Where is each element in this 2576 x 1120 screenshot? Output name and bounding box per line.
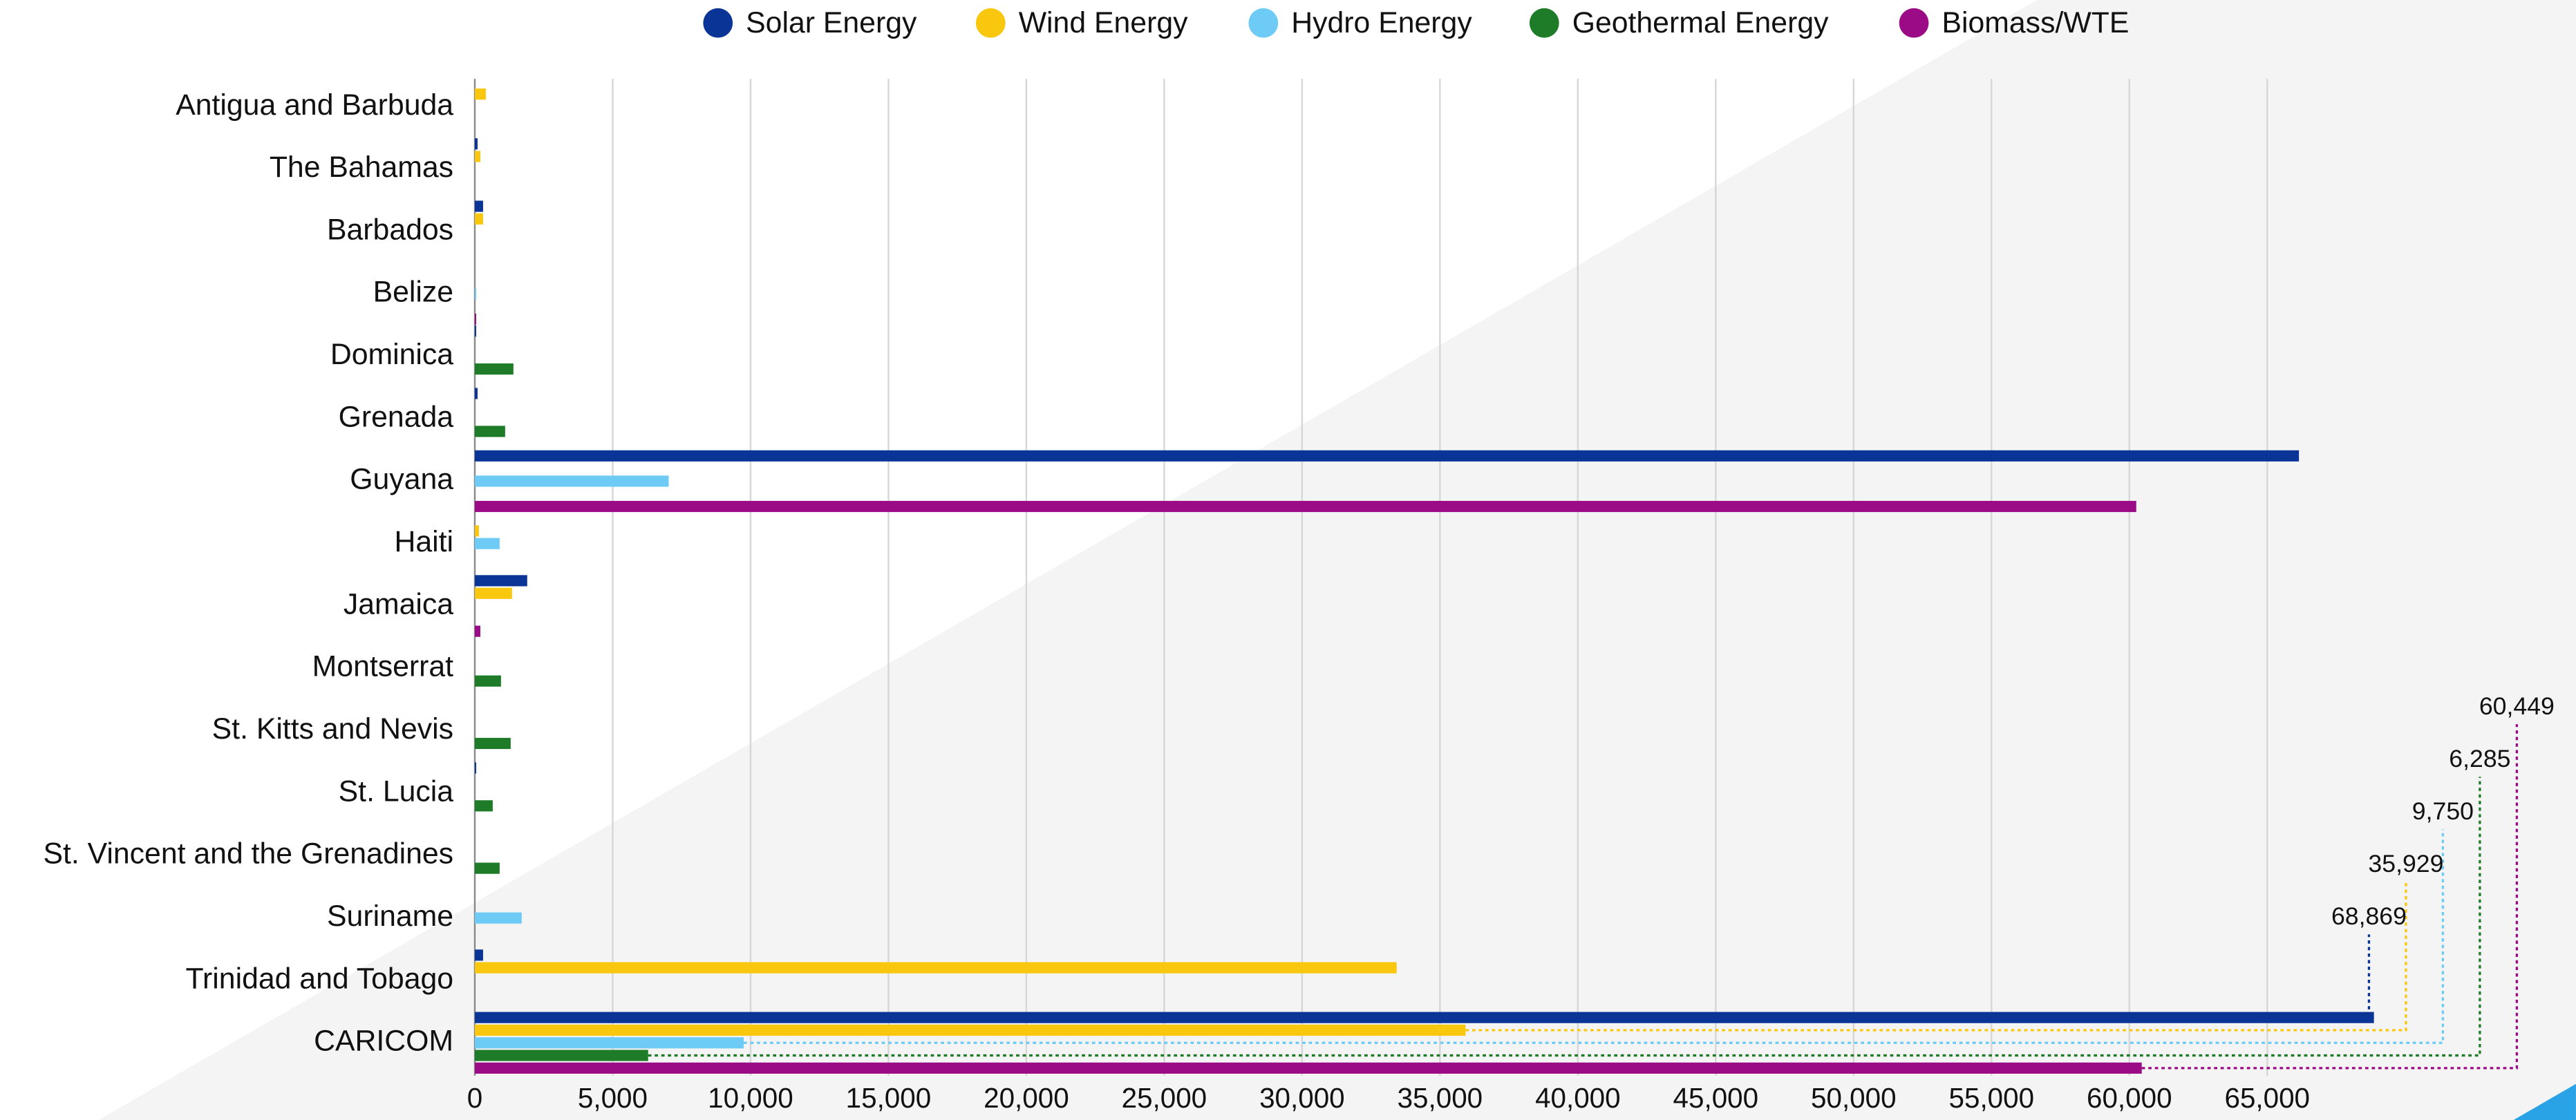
bar [474,388,478,399]
value-label: 60,449 [2479,692,2555,720]
bar [474,625,480,637]
category-label: St. Kitts and Nevis [212,712,453,746]
value-label-connector [2141,724,2519,1070]
value-label: 35,929 [2368,850,2443,877]
legend-marker [975,8,1006,38]
category-label: The Bahamas [270,151,453,184]
legend-label: Geothermal Energy [1572,6,1829,39]
x-tick-label: 60,000 [2087,1082,2172,1114]
bar [474,313,476,325]
bar [474,1037,744,1049]
bar [474,138,478,150]
x-tick-label: 15,000 [846,1082,932,1114]
value-label-connector [2367,934,2374,1019]
category-label: Guyana [350,463,453,496]
category-label: Belize [373,276,453,309]
bar [474,538,500,549]
bar [474,363,514,375]
x-tick-label: 30,000 [1259,1082,1345,1114]
value-label: 6,285 [2449,745,2510,772]
bar [474,962,1397,974]
legend-label: Solar Energy [746,6,917,39]
bar [474,1050,648,1061]
bar [474,200,483,212]
bar [474,325,476,337]
value-label: 9,750 [2412,797,2474,825]
category-label: Suriname [327,900,453,933]
x-tick-label: 35,000 [1398,1082,1483,1114]
corner-shape [2513,1083,2576,1120]
x-tick-label: 40,000 [1535,1082,1621,1114]
legend-label: Hydro Energy [1291,6,1472,39]
bar [474,475,669,487]
category-label: St. Vincent and the Grenadines [43,837,453,871]
legend-marker [1529,8,1559,38]
value-label-connector [1465,882,2407,1032]
category-label: Montserrat [312,650,454,683]
category-label: Jamaica [344,587,453,620]
bar [474,737,511,750]
value-label-connector [743,829,2445,1044]
category-label: St. Lucia [339,775,454,808]
bar [474,288,476,300]
bar [474,450,2300,462]
bar [474,675,501,687]
bar [474,912,522,924]
value-label: 68,869 [2331,902,2407,930]
category-label: Barbados [327,213,453,246]
x-tick-label: 25,000 [1122,1082,1207,1114]
bar [474,862,500,874]
x-tick-label: 50,000 [1811,1082,1897,1114]
bar [474,88,486,100]
background-shape [98,0,2576,1120]
bar [474,1012,2374,1023]
bar [474,151,480,162]
legend-marker [1248,8,1279,38]
x-tick-label: 10,000 [708,1082,793,1114]
category-label: CARICOM [314,1025,453,1058]
x-tick-label: 55,000 [1949,1082,2035,1114]
category-label: Antigua and Barbuda [176,88,453,122]
bar [474,426,505,437]
x-tick-label: 0 [467,1082,482,1114]
legend-label: Wind Energy [1019,6,1188,39]
x-tick-label: 65,000 [2224,1082,2310,1114]
value-label-connector [648,777,2481,1057]
category-label: Trinidad and Tobago [186,962,454,995]
category-label: Haiti [395,525,454,558]
bar [474,575,527,587]
bar [474,213,483,225]
x-tick-label: 5,000 [578,1082,648,1114]
legend-label: Biomass/WTE [1942,6,2129,39]
category-label: Grenada [339,400,454,433]
x-tick-label: 45,000 [1673,1082,1759,1114]
legend-marker [1899,8,1929,38]
x-tick-label: 20,000 [984,1082,1069,1114]
bar [474,1024,1466,1036]
bar [474,500,2136,513]
bar [474,800,493,812]
bar [474,587,512,599]
bar [474,1062,2142,1074]
category-label: Dominica [330,338,453,371]
legend-marker [703,8,733,38]
bar [474,525,479,537]
bar [474,949,483,961]
bar [474,762,476,774]
